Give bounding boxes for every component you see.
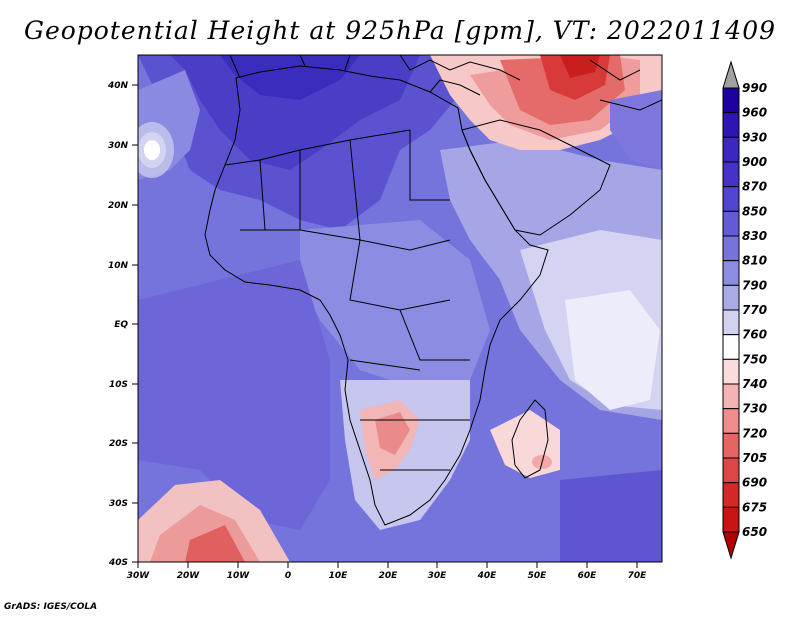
colorbar-swatch: [722, 334, 740, 360]
lon-label: 10E: [329, 571, 349, 581]
lat-label: EQ: [114, 320, 128, 330]
colorbar-swatch: [722, 383, 740, 410]
colorbar-label: 900: [742, 155, 767, 169]
colorbar-label: 705: [742, 451, 767, 465]
colorbar-swatch: [722, 235, 740, 262]
colorbar-label: 990: [742, 81, 767, 95]
lat-label: 40S: [108, 558, 128, 568]
credit-text: GrADS: IGES/COLA: [4, 602, 98, 612]
colorbar-label: 750: [742, 352, 767, 366]
colorbar-label: 810: [742, 254, 767, 268]
colorbar-label: 870: [742, 180, 767, 194]
lon-label: 60E: [578, 571, 598, 581]
coastlines: [204, 55, 662, 526]
colorbar-swatch: [722, 482, 740, 508]
colorbar-swatch: [722, 186, 740, 212]
colorbar-label: 730: [742, 402, 767, 416]
lat-label: 10N: [108, 261, 129, 271]
colorbar-label: 720: [742, 426, 767, 440]
lat-axis: 40N 30N 20N 10N EQ 10S 20S 30S 40S: [107, 81, 138, 568]
lon-label: 20W: [177, 571, 201, 581]
colorbar-label: 850: [742, 204, 767, 218]
colorbar-label: 830: [742, 229, 767, 243]
lat-label: 10S: [109, 380, 128, 390]
colorbar-label: 650: [742, 525, 767, 539]
map-title: Geopotential Height at 925hPa [gpm], VT:…: [23, 16, 777, 45]
lon-label: 20E: [379, 571, 399, 581]
colorbar-label: 930: [742, 130, 767, 144]
colorbar-swatch: [722, 457, 740, 484]
colorbar-label: 770: [742, 303, 767, 317]
colorbar-swatch: [722, 260, 740, 286]
lat-label: 40N: [107, 81, 129, 91]
plot-frame: [137, 54, 663, 563]
lat-label: 30N: [108, 141, 129, 151]
colorbar-swatch: [722, 309, 740, 336]
lon-label: 40E: [477, 571, 498, 581]
lon-label: 70E: [628, 571, 648, 581]
colorbar-label: 690: [742, 476, 767, 490]
lon-label: 30W: [127, 571, 151, 581]
lon-label: 50E: [528, 571, 548, 581]
lat-label: 30S: [109, 499, 128, 509]
lon-axis: 30W 20W 10W 0 10E 20E 30E 40E 50E 60E 70…: [127, 562, 647, 581]
colorbar-top-arrow: [722, 60, 740, 89]
colorbar-label: 960: [742, 106, 767, 120]
colorbar-swatch: [722, 210, 740, 237]
colorbar-label: 675: [742, 500, 767, 514]
colorbar-label: 760: [742, 328, 767, 342]
contour-field: [138, 55, 662, 562]
colorbar-label: 790: [742, 278, 767, 292]
colorbar-swatch: [722, 161, 740, 188]
colorbar-swatch: [722, 87, 740, 114]
colorbar-swatch: [722, 408, 740, 434]
lon-label: 0: [285, 571, 291, 581]
lat-label: 20S: [109, 439, 128, 449]
colorbar-swatch: [722, 358, 740, 385]
lon-label: 10W: [227, 571, 251, 581]
colorbar-swatch: [722, 136, 740, 163]
lat-label: 20N: [108, 201, 129, 211]
colorbar: 990 960 930 900 870 850 830 810 790 770 760 750 740 7…: [722, 60, 767, 560]
colorbar-swatch: [722, 112, 740, 138]
colorbar-swatch: [722, 432, 740, 459]
colorbar-bottom-arrow: [722, 531, 740, 560]
colorbar-label: 740: [742, 377, 767, 391]
colorbar-swatch: [722, 284, 740, 311]
colorbar-swatch: [722, 506, 740, 533]
lon-label: 30E: [428, 571, 448, 581]
